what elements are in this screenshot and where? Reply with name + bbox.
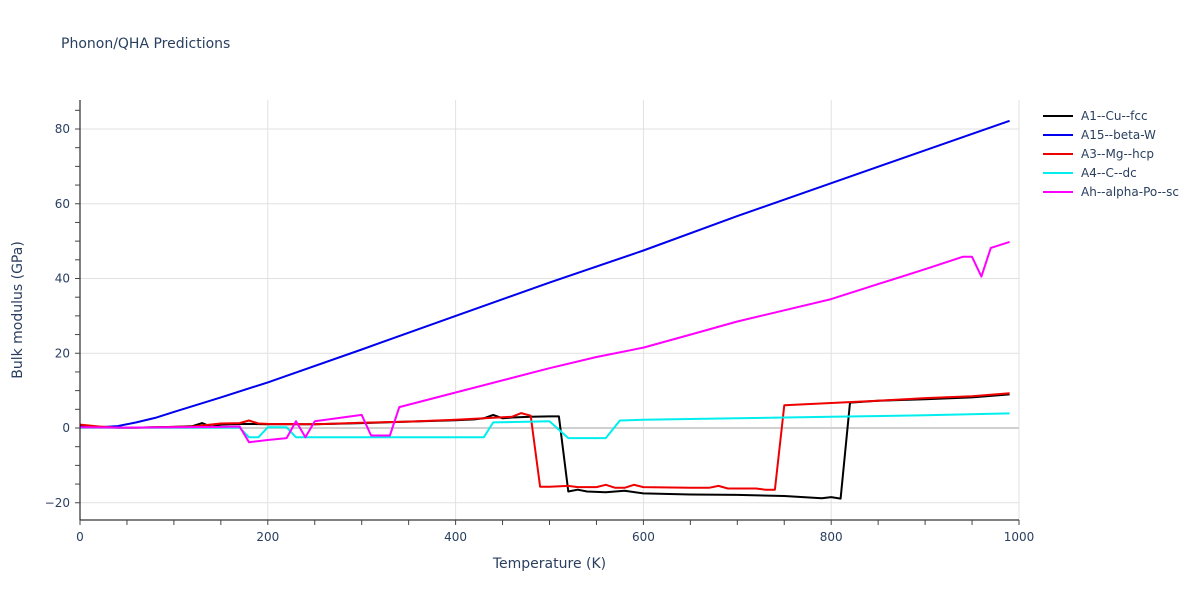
legend-swatch-icon <box>1043 114 1073 117</box>
x-tick-label: 400 <box>444 530 467 544</box>
x-tick-label: 600 <box>632 530 655 544</box>
legend-swatch-icon <box>1043 171 1073 174</box>
legend-item-1[interactable]: A15--beta-W <box>1040 125 1179 144</box>
x-tick-label: 0 <box>76 530 84 544</box>
y-axis-title: Bulk modulus (GPa) <box>10 241 26 379</box>
series-group <box>80 119 1010 500</box>
legend-label: A3--Mg--hcp <box>1081 146 1154 161</box>
series-line-1[interactable] <box>80 119 1010 429</box>
legend: A1--Cu--fcc A15--beta-W A3--Mg--hcp A4--C--… <box>1040 106 1179 201</box>
legend-label: A15--beta-W <box>1081 127 1156 142</box>
y-tick-label: 40 <box>55 272 70 286</box>
series-line-4[interactable] <box>80 240 1010 444</box>
y-tick-label: 80 <box>55 122 70 136</box>
chart-title: Phonon/QHA Predictions <box>61 36 231 52</box>
legend-swatch-icon <box>1043 190 1073 193</box>
y-tick-label: −20 <box>45 496 70 510</box>
legend-item-2[interactable]: A3--Mg--hcp <box>1040 144 1179 163</box>
legend-label: A4--C--dc <box>1081 165 1137 180</box>
x-axis-title: Temperature (K) <box>492 556 606 572</box>
legend-swatch-icon <box>1043 133 1073 136</box>
series-line-2[interactable] <box>80 392 1010 491</box>
legend-item-0[interactable]: A1--Cu--fcc <box>1040 106 1179 125</box>
x-tick-label: 800 <box>820 530 843 544</box>
y-tick-label: 0 <box>62 421 70 435</box>
legend-label: A1--Cu--fcc <box>1081 108 1148 123</box>
legend-item-4[interactable]: Ah--alpha-Po--sc <box>1040 182 1179 201</box>
x-tick-label: 200 <box>256 530 279 544</box>
x-tick-label: 1000 <box>1004 530 1035 544</box>
series-line-3[interactable] <box>80 412 1010 440</box>
y-tick-label: 20 <box>55 346 70 360</box>
series-line-0[interactable] <box>80 393 1010 500</box>
legend-swatch-icon <box>1043 152 1073 155</box>
legend-item-3[interactable]: A4--C--dc <box>1040 163 1179 182</box>
legend-label: Ah--alpha-Po--sc <box>1081 184 1179 199</box>
y-tick-label: 60 <box>55 197 70 211</box>
